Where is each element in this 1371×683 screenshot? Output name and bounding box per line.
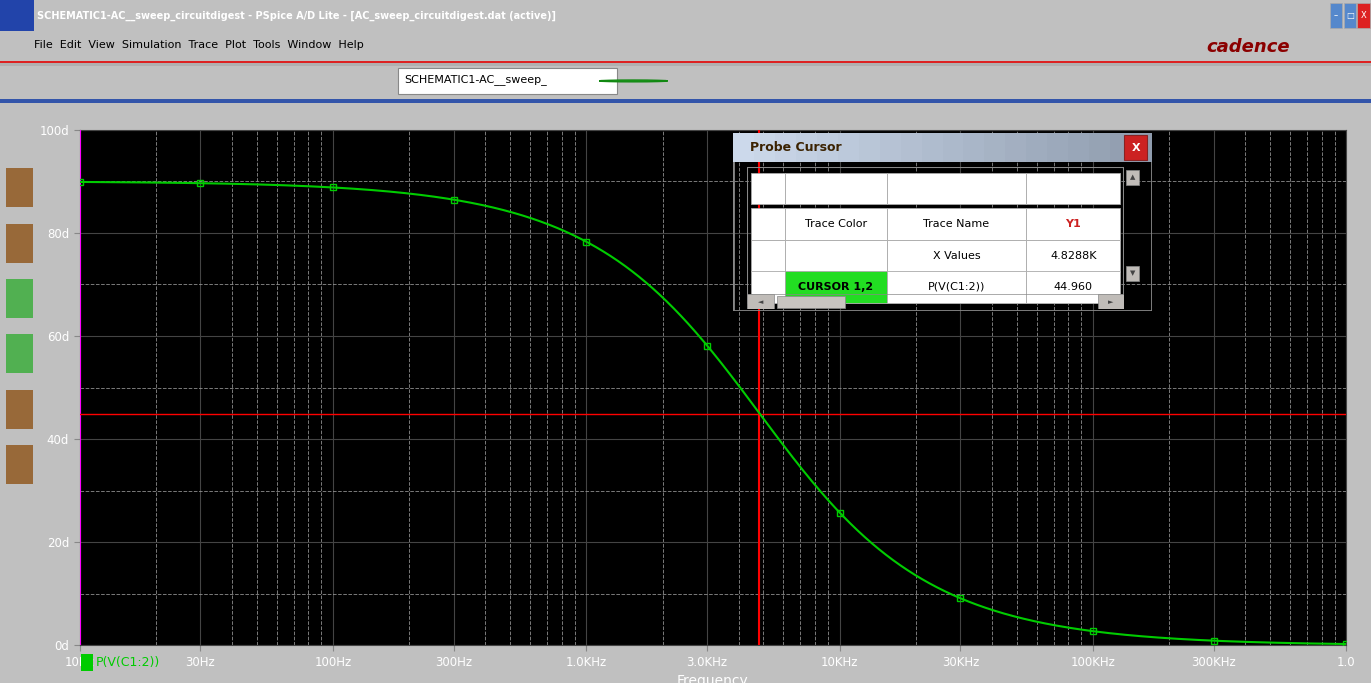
Bar — [5, 169, 33, 207]
Bar — [751, 240, 784, 272]
Text: Y1: Y1 — [1065, 219, 1082, 229]
Text: cadence: cadence — [1206, 38, 1290, 56]
Text: ►: ► — [1108, 299, 1113, 305]
Bar — [1026, 208, 1120, 240]
Bar — [1131, 133, 1152, 162]
Text: P(V(C1:2)): P(V(C1:2)) — [928, 282, 986, 292]
Bar — [1344, 3, 1356, 28]
Bar — [777, 296, 845, 308]
Text: ▼: ▼ — [1130, 270, 1135, 277]
Bar — [5, 279, 33, 318]
Bar — [0, 63, 1371, 66]
Bar — [1026, 173, 1120, 204]
Text: SCHEMATIC1-AC__sweep_: SCHEMATIC1-AC__sweep_ — [404, 74, 547, 85]
Bar — [921, 133, 943, 162]
Text: □: □ — [1346, 11, 1353, 20]
Bar — [747, 294, 773, 309]
Bar — [751, 208, 784, 240]
Text: Probe Cursor: Probe Cursor — [750, 141, 842, 154]
Bar — [776, 133, 797, 162]
Bar — [81, 654, 93, 671]
Bar — [887, 208, 1026, 240]
Text: Trace Name: Trace Name — [924, 219, 990, 229]
Bar — [1089, 133, 1111, 162]
Text: X: X — [1131, 143, 1141, 152]
Bar — [1330, 3, 1342, 28]
Bar — [1126, 266, 1139, 281]
Text: Trace Color: Trace Color — [805, 219, 866, 229]
Bar — [784, 271, 887, 303]
Bar — [1026, 240, 1120, 272]
Bar — [1124, 135, 1148, 160]
Bar — [784, 240, 887, 272]
Text: SCHEMATIC1-AC__sweep_circuitdigest - PSpice A/D Lite - [AC_sweep_circuitdigest.d: SCHEMATIC1-AC__sweep_circuitdigest - PSp… — [37, 10, 557, 20]
Bar — [858, 133, 880, 162]
Bar — [838, 133, 858, 162]
Bar — [751, 271, 784, 303]
Bar — [5, 224, 33, 262]
Bar — [5, 335, 33, 373]
Text: 4.8288K: 4.8288K — [1050, 251, 1097, 261]
Bar — [797, 133, 817, 162]
Bar — [1126, 169, 1139, 184]
Bar — [1026, 133, 1047, 162]
Bar — [1357, 3, 1370, 28]
Bar — [887, 240, 1026, 272]
Text: ▲: ▲ — [1130, 174, 1135, 180]
Text: File  Edit  View  Simulation  Trace  Plot  Tools  Window  Help: File Edit View Simulation Trace Plot Too… — [34, 40, 365, 50]
Text: X Values: X Values — [932, 251, 980, 261]
Bar — [0, 99, 1371, 102]
Bar — [5, 445, 33, 484]
Bar — [784, 208, 887, 240]
Circle shape — [599, 80, 668, 82]
Bar — [784, 173, 887, 204]
Bar — [1005, 133, 1026, 162]
Bar — [880, 133, 901, 162]
Bar — [1068, 133, 1089, 162]
Bar — [887, 173, 1026, 204]
Bar — [984, 133, 1005, 162]
Bar — [0, 61, 1371, 63]
Bar — [964, 133, 984, 162]
Bar — [751, 173, 784, 204]
Text: ◄: ◄ — [758, 299, 764, 305]
Bar — [754, 133, 776, 162]
Bar — [1047, 133, 1068, 162]
Bar — [1111, 133, 1131, 162]
Bar — [1026, 271, 1120, 303]
Text: –: – — [1334, 11, 1338, 20]
Bar — [5, 390, 33, 428]
Bar — [901, 133, 921, 162]
Bar — [943, 133, 964, 162]
Bar — [733, 133, 754, 162]
Text: X: X — [1360, 11, 1367, 20]
Text: P(V(C1:2)): P(V(C1:2)) — [96, 656, 159, 669]
Bar — [817, 133, 838, 162]
Bar — [887, 271, 1026, 303]
X-axis label: Frequency: Frequency — [677, 674, 749, 683]
Bar — [398, 68, 617, 94]
Text: CURSOR 1,2: CURSOR 1,2 — [798, 282, 873, 292]
Bar — [0, 0, 34, 31]
Text: 44.960: 44.960 — [1054, 282, 1093, 292]
Bar — [1098, 294, 1124, 309]
